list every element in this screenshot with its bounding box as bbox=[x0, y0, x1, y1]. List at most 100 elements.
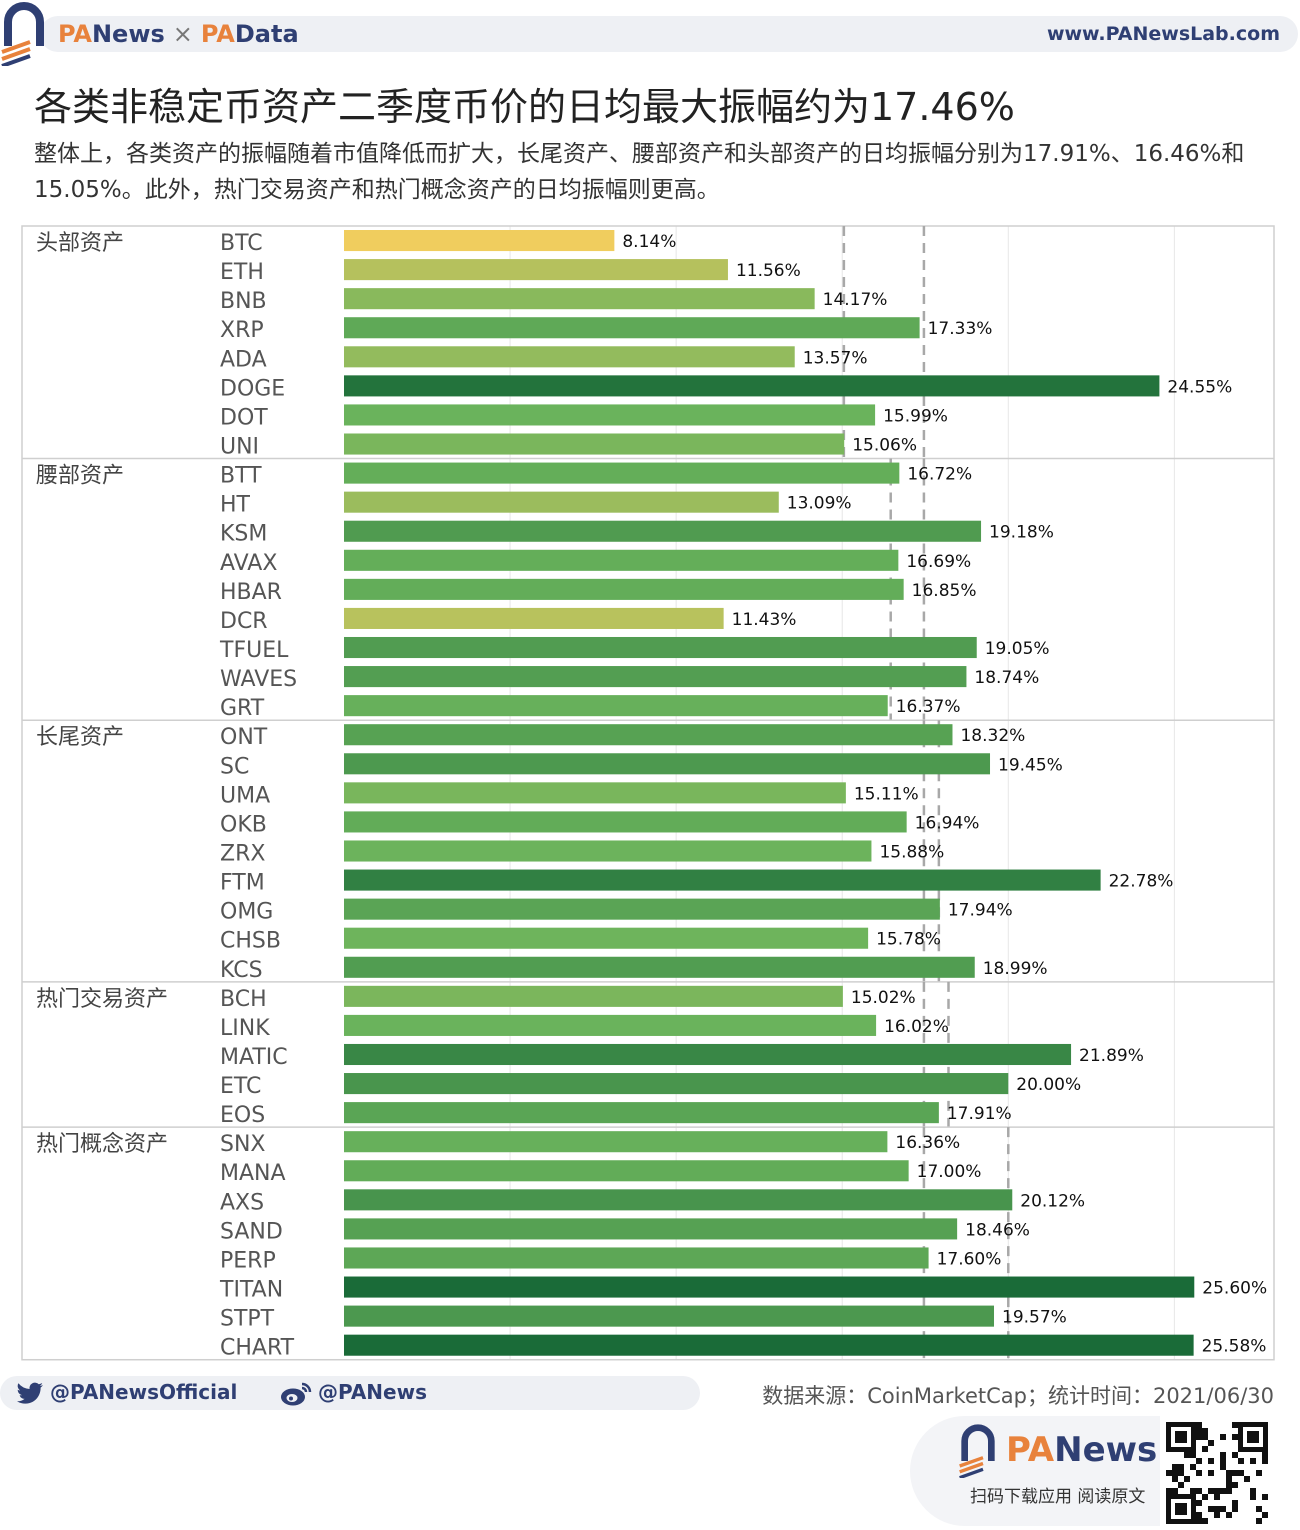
category-label: KCS bbox=[220, 958, 263, 983]
qr-module bbox=[1178, 1470, 1184, 1476]
data-label: 19.45% bbox=[998, 755, 1063, 775]
data-label: 18.74% bbox=[974, 668, 1039, 688]
qr-module bbox=[1244, 1476, 1250, 1482]
group-label: 热门概念资产 bbox=[36, 1132, 168, 1157]
group-label: 腰部资产 bbox=[36, 464, 124, 489]
qr-module bbox=[1232, 1500, 1238, 1506]
qr-module bbox=[1202, 1518, 1208, 1524]
qr-module bbox=[1238, 1458, 1244, 1464]
bar bbox=[344, 491, 779, 513]
group-label: 热门交易资产 bbox=[36, 987, 168, 1012]
qr-module bbox=[1202, 1446, 1208, 1452]
data-label: 17.94% bbox=[948, 901, 1013, 921]
qr-module bbox=[1226, 1512, 1232, 1518]
data-label: 16.69% bbox=[906, 552, 971, 572]
bar bbox=[344, 549, 899, 571]
weibo-handle[interactable]: @PANews bbox=[280, 1380, 427, 1407]
category-label: ZRX bbox=[220, 841, 265, 866]
data-label: 20.12% bbox=[1020, 1191, 1085, 1211]
chart-frame bbox=[21, 225, 1275, 1361]
footer-pill bbox=[0, 1376, 700, 1410]
header-pill bbox=[40, 16, 1298, 52]
site-url[interactable]: www.PANewsLab.com bbox=[1046, 23, 1280, 45]
category-label: UMA bbox=[220, 783, 270, 808]
data-label: 13.09% bbox=[787, 494, 852, 514]
qr-module bbox=[1202, 1434, 1208, 1440]
app-promo: PANews 扫码下载应用 阅读原文 bbox=[910, 1416, 1300, 1530]
data-label: 11.56% bbox=[736, 261, 801, 281]
data-label: 15.11% bbox=[854, 784, 919, 804]
twitter-handle[interactable]: @PANewsOfficial bbox=[16, 1380, 237, 1406]
category-label: OMG bbox=[220, 900, 273, 925]
qr-module bbox=[1190, 1488, 1196, 1494]
brand-news: News bbox=[91, 20, 165, 48]
promo-brand-pa: PA bbox=[1006, 1430, 1055, 1470]
category-label: HBAR bbox=[220, 580, 282, 605]
qr-module bbox=[1178, 1464, 1184, 1470]
header-bar: PANews × PAData www.PANewsLab.com bbox=[0, 2, 1300, 66]
data-label: 19.05% bbox=[985, 639, 1050, 659]
category-label: BTT bbox=[220, 464, 262, 489]
data-label: 25.60% bbox=[1202, 1279, 1267, 1299]
qr-module bbox=[1214, 1488, 1220, 1494]
data-label: 21.89% bbox=[1079, 1046, 1144, 1066]
data-label: 16.36% bbox=[895, 1133, 960, 1153]
qr-module bbox=[1250, 1494, 1256, 1500]
qr-module bbox=[1208, 1458, 1214, 1464]
bar bbox=[344, 404, 876, 426]
qr-module bbox=[1214, 1494, 1220, 1500]
bar bbox=[344, 230, 615, 252]
bar bbox=[344, 985, 843, 1007]
qr-module bbox=[1172, 1470, 1178, 1476]
data-label: 25.58% bbox=[1202, 1337, 1267, 1357]
qr-module bbox=[1184, 1476, 1190, 1482]
data-label: 16.72% bbox=[907, 465, 972, 485]
category-label: MANA bbox=[220, 1161, 286, 1186]
brand-data: Data bbox=[234, 20, 299, 48]
promo-brand: PANews bbox=[1006, 1430, 1157, 1470]
bar bbox=[344, 1247, 929, 1269]
data-label: 18.46% bbox=[965, 1220, 1030, 1240]
category-label: TFUEL bbox=[219, 638, 289, 663]
category-label: SAND bbox=[220, 1219, 283, 1244]
bar bbox=[344, 520, 982, 542]
qr-module bbox=[1184, 1452, 1190, 1458]
data-label: 16.02% bbox=[884, 1017, 949, 1037]
bar bbox=[344, 259, 728, 281]
bar bbox=[344, 811, 907, 833]
group-label: 头部资产 bbox=[36, 231, 124, 256]
qr-module bbox=[1238, 1470, 1244, 1476]
bar bbox=[344, 1276, 1195, 1298]
bar bbox=[344, 666, 967, 688]
bar bbox=[344, 1305, 995, 1327]
category-label: ETC bbox=[220, 1074, 261, 1099]
qr-module bbox=[1232, 1452, 1238, 1458]
qr-module bbox=[1232, 1422, 1238, 1428]
qr-module bbox=[1232, 1482, 1238, 1488]
qr-module bbox=[1256, 1506, 1262, 1512]
category-label: KSM bbox=[220, 522, 267, 547]
qr-module bbox=[1196, 1470, 1202, 1476]
qr-module bbox=[1256, 1518, 1262, 1524]
qr-module bbox=[1196, 1428, 1202, 1434]
qr-module bbox=[1172, 1464, 1178, 1470]
data-label: 19.57% bbox=[1002, 1308, 1067, 1328]
category-label: FTM bbox=[220, 871, 265, 896]
category-label: EOS bbox=[220, 1103, 265, 1128]
qr-module bbox=[1190, 1452, 1196, 1458]
qr-finder-core bbox=[1175, 1503, 1187, 1515]
data-label: 15.06% bbox=[852, 435, 917, 455]
category-label: CHSB bbox=[220, 929, 281, 954]
qr-module bbox=[1226, 1488, 1232, 1494]
category-label: DCR bbox=[220, 609, 268, 634]
category-label: HT bbox=[220, 493, 251, 518]
panews-logo-icon-small bbox=[959, 1424, 995, 1478]
bar bbox=[344, 1014, 877, 1036]
qr-module bbox=[1196, 1500, 1202, 1506]
bar bbox=[344, 1218, 958, 1240]
qr-code-icon[interactable] bbox=[1166, 1422, 1268, 1524]
data-label: 17.33% bbox=[928, 319, 993, 339]
chart-title: 各类非稳定币资产二季度币价的日均最大振幅约为17.46% bbox=[34, 85, 1015, 129]
bar bbox=[344, 869, 1101, 891]
category-label: ONT bbox=[220, 725, 268, 750]
